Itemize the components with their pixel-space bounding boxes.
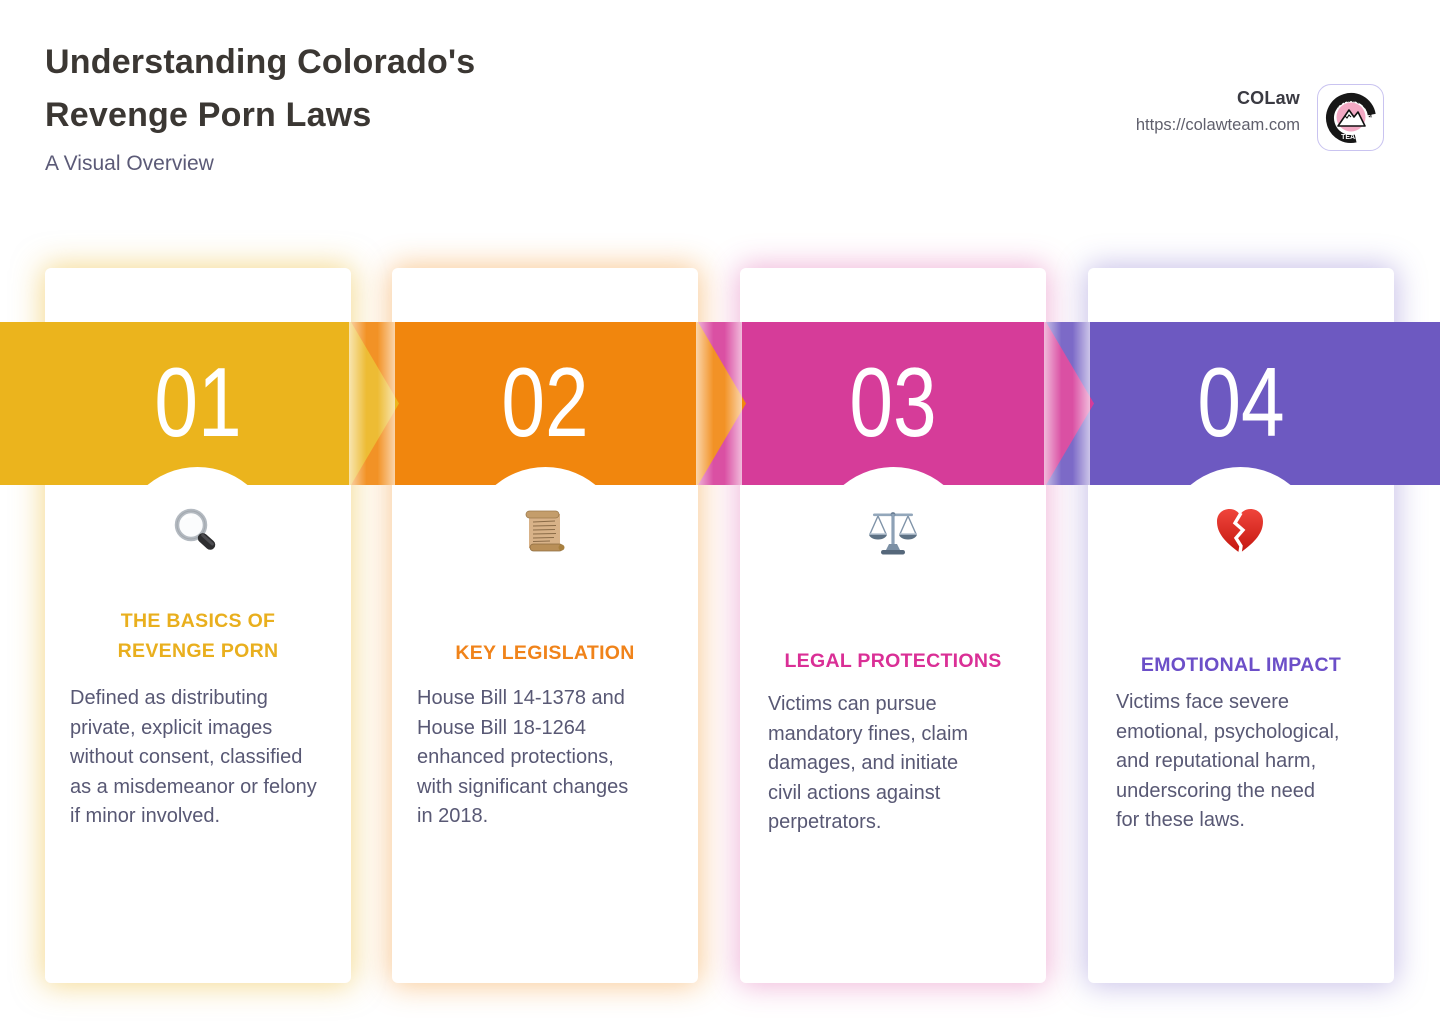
- banner-segment-2: [351, 322, 746, 485]
- banner-segment-4: [1046, 322, 1440, 485]
- step-number-4: 04: [1197, 347, 1285, 457]
- brand-logo: Colorado Lawyer TEAM: [1317, 84, 1384, 151]
- page-title: Understanding Colorado's Revenge Porn La…: [45, 43, 476, 134]
- logo-team-text: TEAM: [1341, 134, 1361, 141]
- step-body-2: House Bill 14-1378 and House Bill 18-126…: [417, 687, 629, 827]
- step-heading-2: KEY LEGISLATION: [455, 642, 635, 664]
- card-gap-glow: [1044, 322, 1090, 485]
- brand-name: COLaw: [1236, 88, 1300, 108]
- step-number-1: 01: [154, 347, 242, 457]
- card-gap-glow: [696, 322, 742, 485]
- icon-bubble: [119, 467, 276, 624]
- step-heading-4: EMOTIONAL IMPACT: [1140, 654, 1342, 676]
- step-number-3: 03: [849, 347, 937, 457]
- step-body-4: Victims face severe emotional, psycholog…: [1116, 691, 1340, 831]
- step-heading-1: THE BASICS OF REVENGE PORN: [117, 610, 279, 662]
- page-subtitle: A Visual Overview: [45, 152, 214, 175]
- balance-scale-icon: [869, 512, 917, 555]
- brand-url-link[interactable]: https://colawteam.com: [1135, 116, 1300, 134]
- step-heading-3: LEGAL PROTECTIONS: [784, 650, 1002, 672]
- magnifying-glass-icon: [174, 508, 216, 550]
- brand-block: COLaw https://colawteam.com: [1040, 88, 1300, 135]
- banner-segment-3: [698, 322, 1094, 485]
- step-number-2: 02: [501, 347, 589, 457]
- step-body-3: Victims can pursue mandatory fines, clai…: [768, 693, 969, 833]
- broken-heart-icon: [1217, 509, 1263, 554]
- colaw-logo-emblem: Colorado Lawyer TEAM: [1323, 90, 1376, 143]
- scroll-icon: [525, 510, 565, 552]
- banner-segment-1: [0, 322, 399, 485]
- card-gap-glow: [349, 322, 395, 485]
- step-body-1: Defined as distributing private, explici…: [70, 687, 317, 827]
